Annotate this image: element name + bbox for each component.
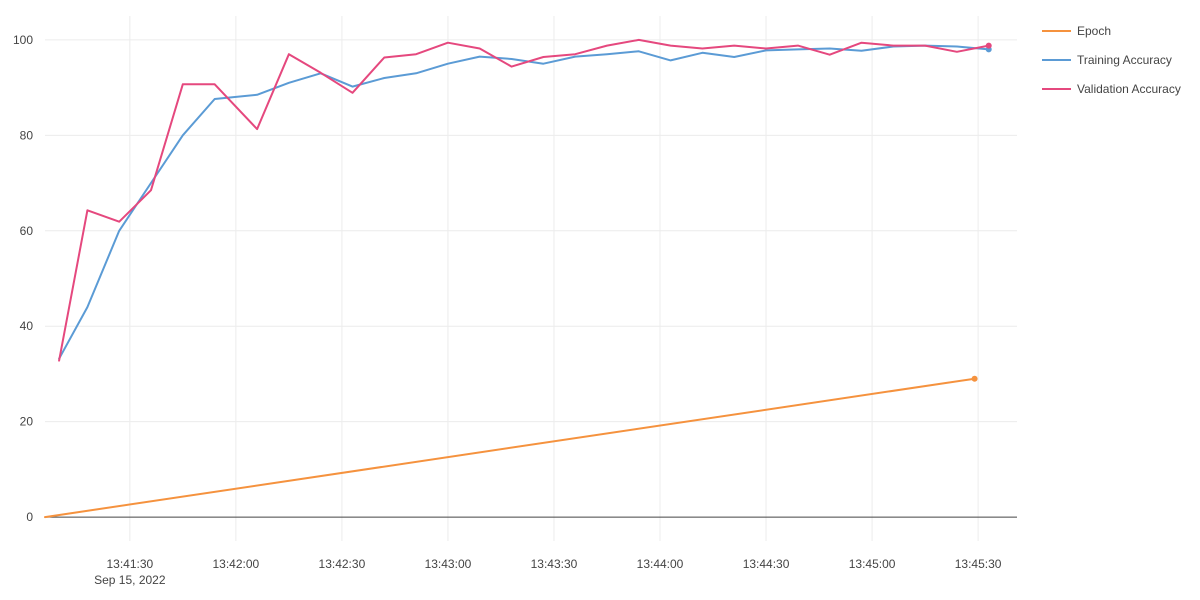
x-tick-label: 13:44:00 — [637, 557, 684, 571]
y-tick-label: 100 — [13, 33, 33, 47]
y-tick-label: 0 — [26, 510, 33, 524]
x-tick-date-label: Sep 15, 2022 — [94, 573, 166, 587]
legend-label-epoch[interactable]: Epoch — [1077, 24, 1111, 38]
y-tick-label: 80 — [20, 128, 34, 142]
series-line-epoch — [44, 377, 976, 519]
x-tick-label: 13:42:30 — [319, 557, 366, 571]
x-tick-label: 13:44:30 — [743, 557, 790, 571]
x-tick-label: 13:43:30 — [531, 557, 578, 571]
series-lines — [44, 38, 992, 519]
legend-label-training-accuracy[interactable]: Training Accuracy — [1077, 53, 1172, 67]
x-axis-ticks: 13:41:30 Sep 15, 2022 13:42:00 13:42:30 13:4… — [94, 557, 1002, 587]
y-axis-ticks: 0 20 40 60 80 100 — [13, 33, 33, 524]
series-end-marker-validation-accuracy — [985, 42, 992, 49]
y-tick-label: 20 — [20, 415, 34, 429]
x-tick-label: 13:41:30 — [106, 557, 153, 571]
y-tick-label: 40 — [20, 319, 34, 333]
y-tick-label: 60 — [20, 224, 34, 238]
x-tick-label: 13:45:30 — [955, 557, 1002, 571]
series-line-validation-accuracy — [58, 38, 990, 362]
x-tick-label: 13:43:00 — [425, 557, 472, 571]
x-tick-label: 13:42:00 — [213, 557, 260, 571]
legend-label-validation-accuracy[interactable]: Validation Accuracy — [1077, 82, 1181, 96]
grid — [45, 16, 1017, 541]
series-end-marker-epoch — [971, 375, 978, 382]
legend: Epoch Training Accuracy Validation Accurac… — [1042, 24, 1181, 96]
x-tick-label: 13:45:00 — [849, 557, 896, 571]
series-line-training-accuracy — [58, 44, 990, 360]
